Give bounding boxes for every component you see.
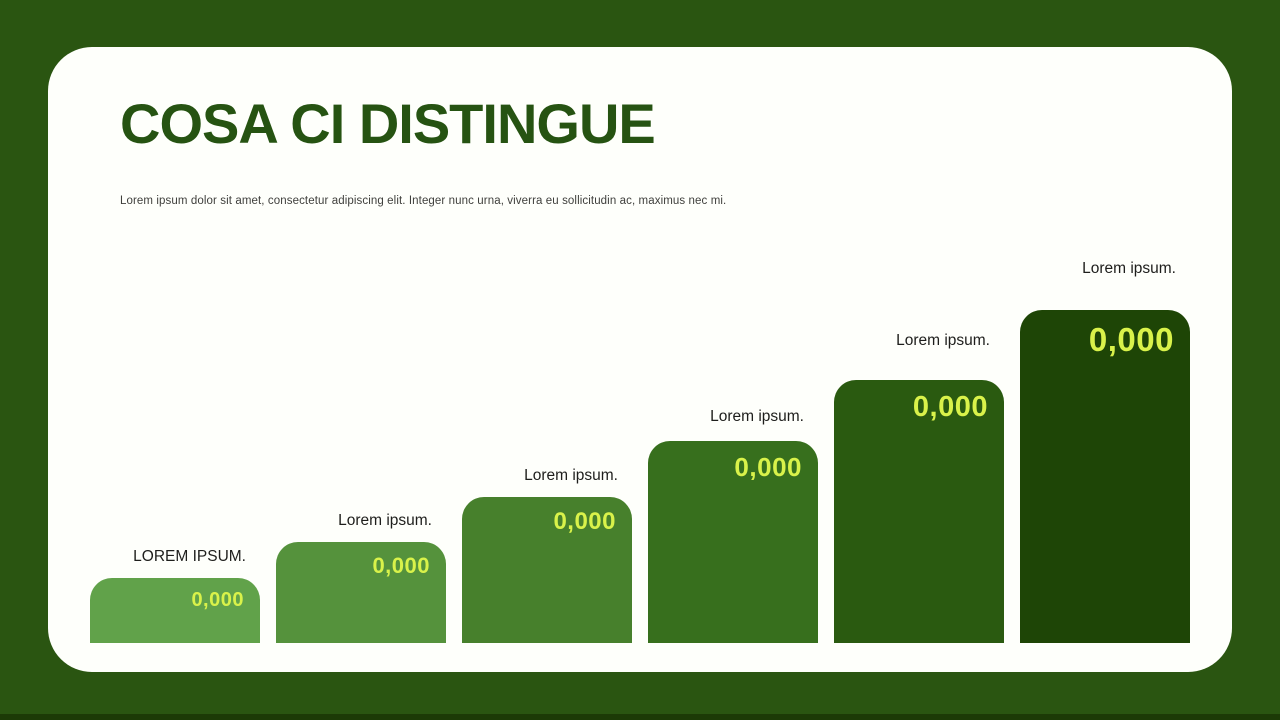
bar-label: LOREM IPSUM.	[133, 548, 246, 565]
bar-label: Lorem ipsum.	[338, 512, 432, 529]
bar: 0,000	[276, 542, 446, 643]
bar-chart: LOREM IPSUM. 0,000 Lorem ipsum. 0,000 Lo…	[48, 213, 1232, 643]
bar-value: 0,000	[912, 391, 988, 423]
bottom-edge-strip	[0, 714, 1280, 720]
bar-label: Lorem ipsum.	[1082, 260, 1176, 277]
bar-group-5: Lorem ipsum. 0,000	[834, 332, 1004, 643]
bar: 0,000	[1020, 310, 1190, 643]
bar-label: Lorem ipsum.	[524, 467, 618, 484]
slide-title: COSA CI DISTINGUE	[120, 92, 656, 155]
bar-label: Lorem ipsum.	[710, 408, 804, 425]
bar-group-1: LOREM IPSUM. 0,000	[90, 548, 260, 643]
bar-label: Lorem ipsum.	[896, 332, 990, 349]
bar: 0,000	[648, 441, 818, 643]
bar-group-3: Lorem ipsum. 0,000	[462, 467, 632, 643]
bar-value: 0,000	[372, 553, 430, 578]
bar-group-4: Lorem ipsum. 0,000	[648, 408, 818, 643]
slide-card: COSA CI DISTINGUE Lorem ipsum dolor sit …	[48, 47, 1232, 672]
bar-value: 0,000	[191, 589, 244, 611]
bar-value: 0,000	[1088, 321, 1174, 358]
bar: 0,000	[462, 497, 632, 643]
bar-value: 0,000	[734, 452, 802, 482]
bar: 0,000	[90, 578, 260, 643]
slide-subtitle: Lorem ipsum dolor sit amet, consectetur …	[120, 195, 727, 207]
bar-value: 0,000	[553, 508, 616, 535]
bar: 0,000	[834, 380, 1004, 643]
bar-group-6: Lorem ipsum. 0,000	[1020, 260, 1190, 643]
bar-group-2: Lorem ipsum. 0,000	[276, 512, 446, 643]
